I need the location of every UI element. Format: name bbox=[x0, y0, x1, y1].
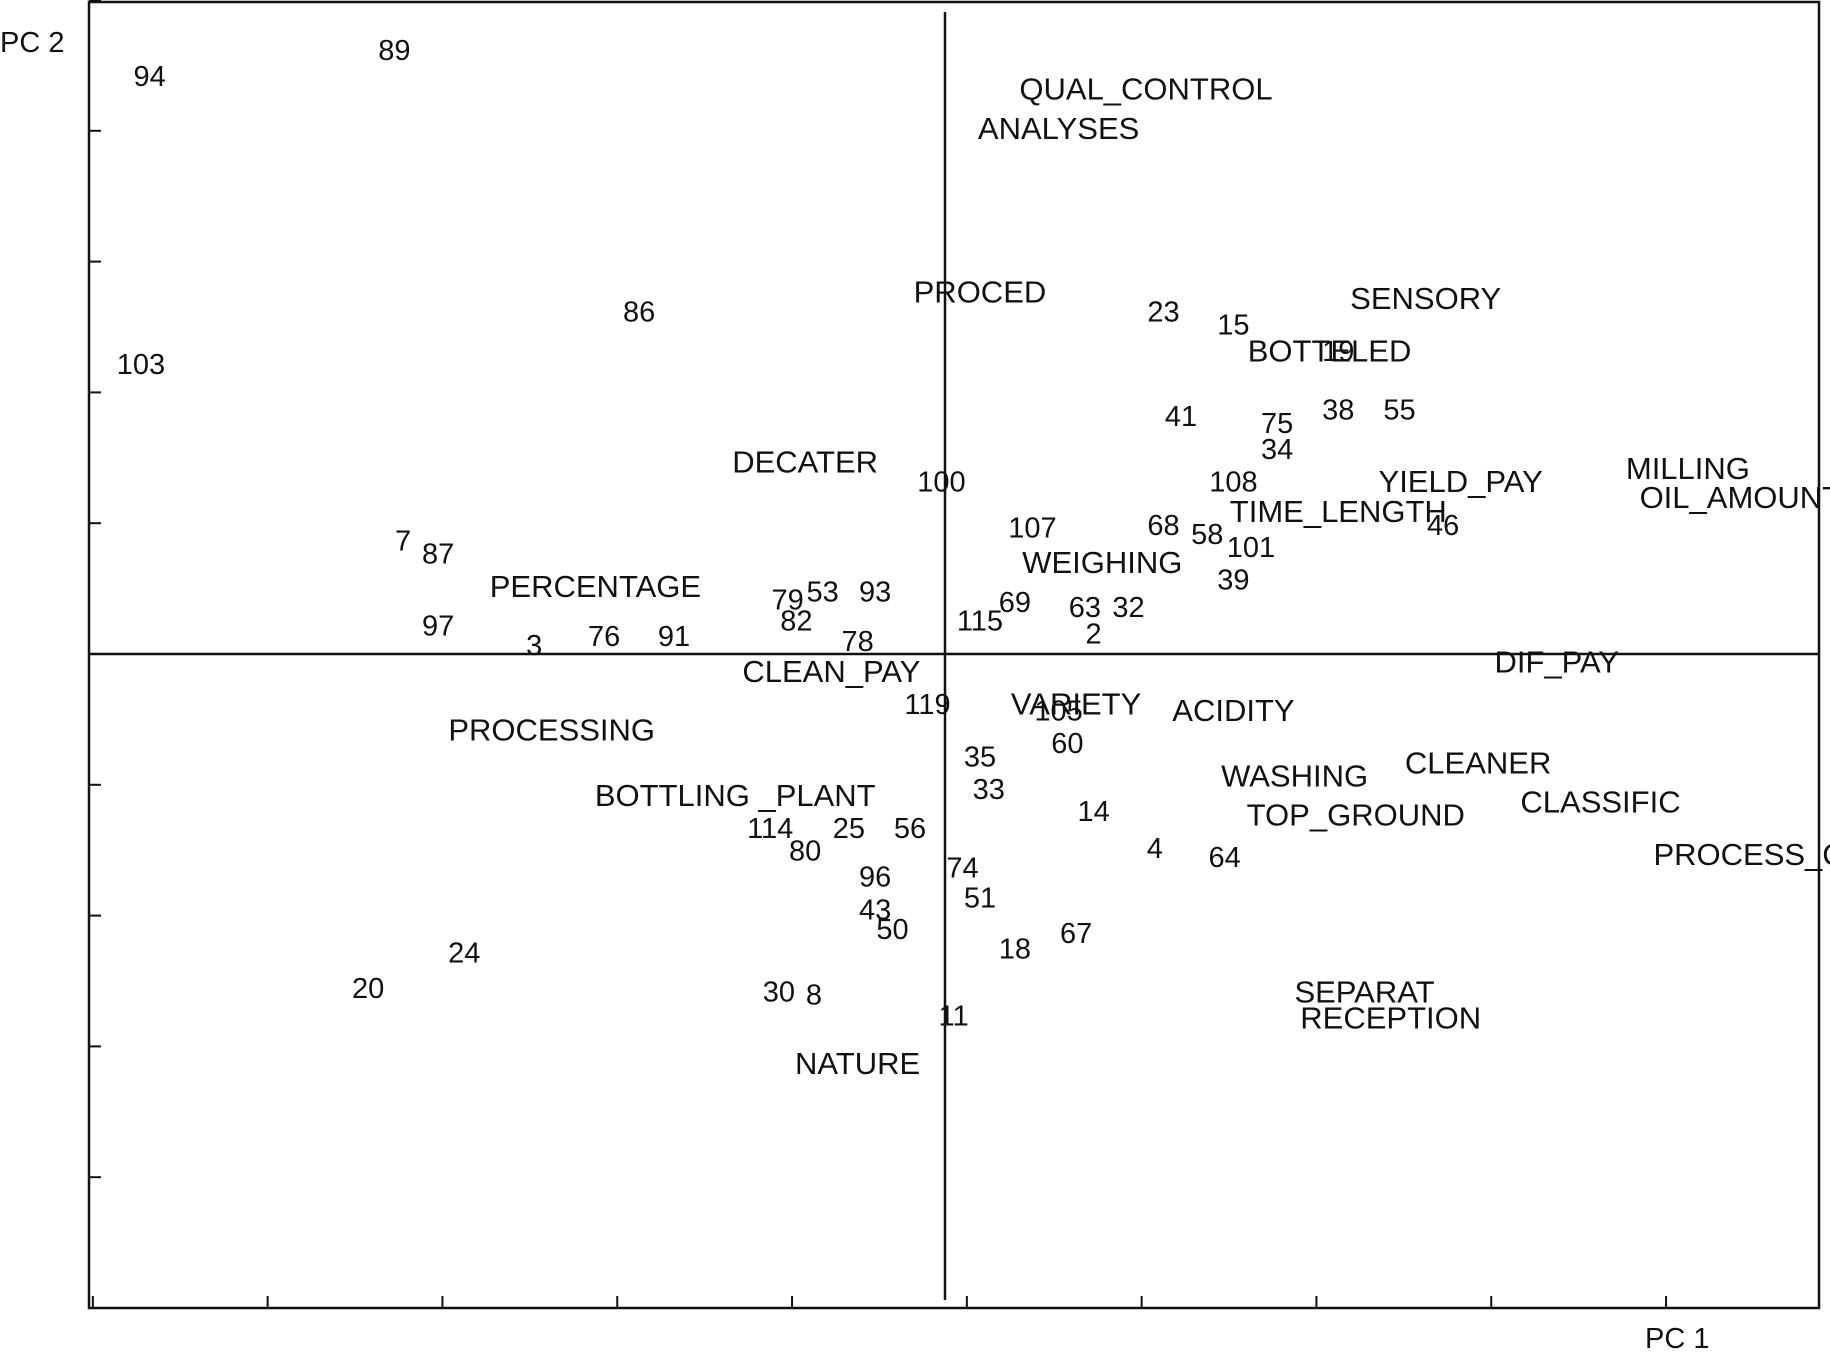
score-point-46: 46 bbox=[1427, 510, 1459, 542]
score-point-64: 64 bbox=[1209, 842, 1241, 874]
variable-point-oil-amount: OIL_AMOUNT bbox=[1640, 480, 1830, 515]
score-point-58: 58 bbox=[1191, 519, 1223, 551]
score-point-35: 35 bbox=[964, 741, 996, 773]
score-point-75: 75 bbox=[1261, 408, 1293, 440]
score-point-96: 96 bbox=[859, 862, 891, 894]
variable-point-washing: WASHING bbox=[1221, 758, 1368, 793]
score-point-87: 87 bbox=[422, 539, 454, 571]
variable-point-processing: PROCESSING bbox=[448, 713, 655, 748]
score-point-33: 33 bbox=[973, 774, 1005, 806]
score-point-100: 100 bbox=[917, 467, 965, 499]
score-point-78: 78 bbox=[841, 626, 873, 658]
variable-point-botteled: BOTTELED bbox=[1248, 333, 1412, 368]
score-point-25: 25 bbox=[833, 813, 865, 845]
variable-point-weighing: WEIGHING bbox=[1022, 545, 1182, 580]
score-point-53: 53 bbox=[807, 576, 839, 608]
score-point-79: 79 bbox=[772, 584, 804, 616]
score-point-91: 91 bbox=[658, 621, 690, 653]
variable-point-top-ground: TOP_GROUND bbox=[1247, 798, 1465, 833]
variable-point-nature: NATURE bbox=[795, 1046, 920, 1081]
score-point-68: 68 bbox=[1147, 510, 1179, 542]
score-point-76: 76 bbox=[588, 621, 620, 653]
score-point-23: 23 bbox=[1147, 297, 1179, 329]
score-point-24: 24 bbox=[448, 937, 480, 969]
variable-point-sensory: SENSORY bbox=[1350, 281, 1501, 316]
score-point-41: 41 bbox=[1165, 401, 1197, 433]
score-point-11: 11 bbox=[939, 1000, 969, 1032]
variable-point-classific: CLASSIFIC bbox=[1520, 785, 1680, 820]
score-point-15: 15 bbox=[1217, 310, 1249, 342]
variable-point-process-c: PROCESS_C bbox=[1653, 837, 1830, 872]
y-axis-title: PC 2 bbox=[0, 27, 64, 59]
score-point-14: 14 bbox=[1077, 796, 1109, 828]
score-point-51: 51 bbox=[964, 883, 996, 915]
score-point-97: 97 bbox=[422, 610, 454, 642]
score-point-93: 93 bbox=[859, 576, 891, 608]
score-point-8: 8 bbox=[806, 979, 822, 1011]
score-point-67: 67 bbox=[1060, 918, 1092, 950]
variable-point-analyses: ANALYSES bbox=[978, 111, 1139, 146]
score-point-56: 56 bbox=[894, 813, 926, 845]
score-point-39: 39 bbox=[1217, 565, 1249, 597]
score-point-107: 107 bbox=[1008, 512, 1056, 544]
variable-point-milling: MILLING bbox=[1626, 451, 1750, 486]
score-point-108: 108 bbox=[1209, 467, 1257, 499]
score-point-38: 38 bbox=[1322, 395, 1354, 427]
score-point-74: 74 bbox=[946, 852, 978, 884]
score-point-105: 105 bbox=[1034, 696, 1082, 728]
score-point-34: 34 bbox=[1261, 434, 1293, 466]
score-point-101: 101 bbox=[1227, 532, 1275, 564]
variable-point-variety: VARIETY bbox=[1011, 687, 1141, 722]
score-point-63: 63 bbox=[1069, 592, 1101, 624]
variable-point-percentage: PERCENTAGE bbox=[490, 569, 701, 604]
variable-point-decater: DECATER bbox=[732, 445, 878, 480]
score-point-80: 80 bbox=[789, 835, 821, 867]
variable-point-separat: SEPARAT bbox=[1294, 974, 1434, 1009]
variable-point-qual-control: QUAL_CONTROL bbox=[1019, 72, 1272, 107]
x-axis-title: PC 1 bbox=[1645, 1323, 1709, 1350]
score-point-4: 4 bbox=[1147, 833, 1163, 865]
variable-point-acidity: ACIDITY bbox=[1172, 693, 1294, 728]
score-point-60: 60 bbox=[1051, 728, 1083, 760]
score-point-3: 3 bbox=[526, 630, 542, 662]
variable-point-dif-pay: DIF_PAY bbox=[1494, 645, 1619, 680]
score-point-86: 86 bbox=[623, 297, 655, 329]
variable-point-reception: RECEPTION bbox=[1300, 1000, 1481, 1035]
score-point-43: 43 bbox=[859, 894, 891, 926]
score-point-55: 55 bbox=[1383, 395, 1415, 427]
score-point-30: 30 bbox=[763, 977, 795, 1009]
score-point-18: 18 bbox=[999, 934, 1031, 966]
score-point-69: 69 bbox=[999, 587, 1031, 619]
score-point-119: 119 bbox=[904, 689, 950, 721]
axis-ticks bbox=[89, 0, 1820, 1308]
variable-point-time-length: TIME_LENGTH bbox=[1230, 494, 1447, 529]
score-point-94: 94 bbox=[134, 61, 166, 93]
variable-point-cleaner: CLEANER bbox=[1405, 745, 1551, 780]
score-point-19: 19 bbox=[1322, 336, 1354, 368]
score-point-82: 82 bbox=[780, 605, 812, 637]
score-point-20: 20 bbox=[352, 973, 384, 1005]
variable-point-proced: PROCED bbox=[914, 274, 1047, 309]
score-point-115: 115 bbox=[957, 605, 1003, 637]
score-point-2: 2 bbox=[1086, 618, 1102, 650]
score-point-114: 114 bbox=[747, 813, 793, 845]
score-point-7: 7 bbox=[395, 525, 411, 557]
variable-point-clean-pay: CLEAN_PAY bbox=[742, 654, 920, 689]
score-point-103: 103 bbox=[117, 349, 165, 381]
score-point-32: 32 bbox=[1112, 592, 1144, 624]
variable-point-yield-pay: YIELD_PAY bbox=[1379, 464, 1543, 499]
variable-point-bottling-plant: BOTTLING _PLANT bbox=[595, 778, 876, 813]
score-point-50: 50 bbox=[876, 914, 908, 946]
score-point-89: 89 bbox=[378, 35, 410, 67]
